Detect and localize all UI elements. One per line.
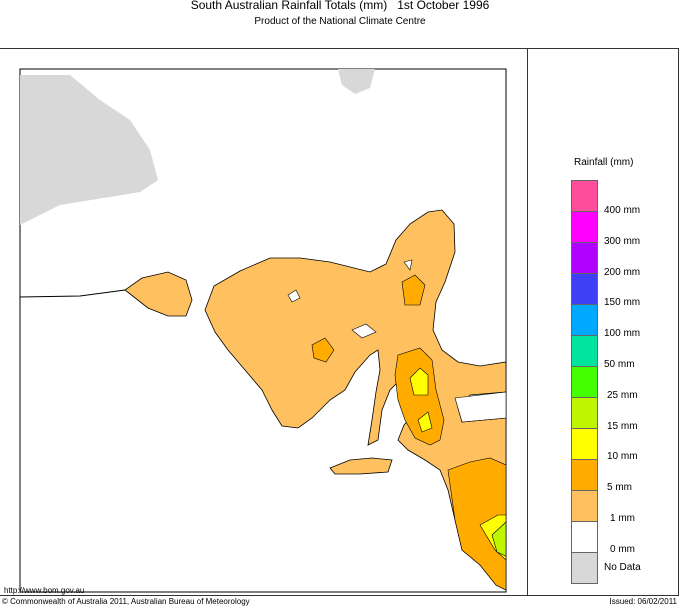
map-subtitle: Product of the National Climate Centre (254, 16, 426, 27)
legend-label: No Data (604, 562, 641, 573)
legend-swatch (571, 304, 598, 335)
legend-label: 50 mm (604, 359, 635, 370)
legend-swatch (571, 521, 598, 552)
no-data-region (20, 75, 158, 225)
legend-swatch (571, 273, 598, 304)
dry-patches (287, 259, 507, 423)
legend-label: 5 mm (607, 482, 632, 494)
legend-title: Rainfall (mm) (574, 157, 634, 168)
rainfall-5-10mm-east (394, 347, 445, 446)
legend-swatch (571, 366, 598, 397)
legend-swatch (571, 335, 598, 366)
legend-label: 300 mm (604, 235, 641, 247)
legend-swatch (571, 490, 598, 521)
legend-label: 400 mm (604, 205, 641, 216)
legend-swatch (571, 428, 598, 459)
issued-date: Issued: 06/02/2011 (609, 597, 677, 606)
rainfall-10-15mm (409, 367, 433, 433)
rainfall-15-25mm-se (491, 521, 507, 557)
legend-label: 10 mm (607, 451, 638, 463)
legend-label: 100 mm (604, 328, 641, 340)
rainfall-1-5mm-west (124, 271, 193, 317)
no-data-region-north (338, 69, 375, 94)
coastline-west (19, 289, 126, 298)
kangaroo-island (329, 457, 393, 475)
legend-label: 15 mm (607, 420, 638, 432)
map-frame (0, 48, 679, 596)
legend-label: 150 mm (604, 297, 641, 309)
legend-swatch (571, 459, 598, 490)
legend-swatch (571, 211, 598, 242)
legend-swatch (571, 552, 598, 584)
rainfall-5-10mm-se (447, 457, 507, 591)
legend-label: 200 mm (604, 266, 641, 278)
map-title: South Australian Rainfall Totals (mm) 1s… (190, 0, 490, 12)
source-url[interactable]: http://www.bom.gov.au (4, 586, 85, 595)
legend-swatch (571, 180, 598, 211)
rainfall-5-10mm-north (401, 274, 426, 306)
legend-label: 0 mm (610, 543, 635, 555)
legend-swatch (571, 397, 598, 428)
legend-swatch (571, 242, 598, 273)
legend-label: 1 mm (610, 513, 635, 524)
copyright: © Commonwealth of Australia 2011, Austra… (2, 597, 250, 606)
legend-label: 25 mm (607, 389, 638, 401)
legend-colorbar (571, 180, 598, 584)
legend-divider (527, 48, 528, 596)
rainfall-5-10mm-patch (311, 337, 335, 363)
